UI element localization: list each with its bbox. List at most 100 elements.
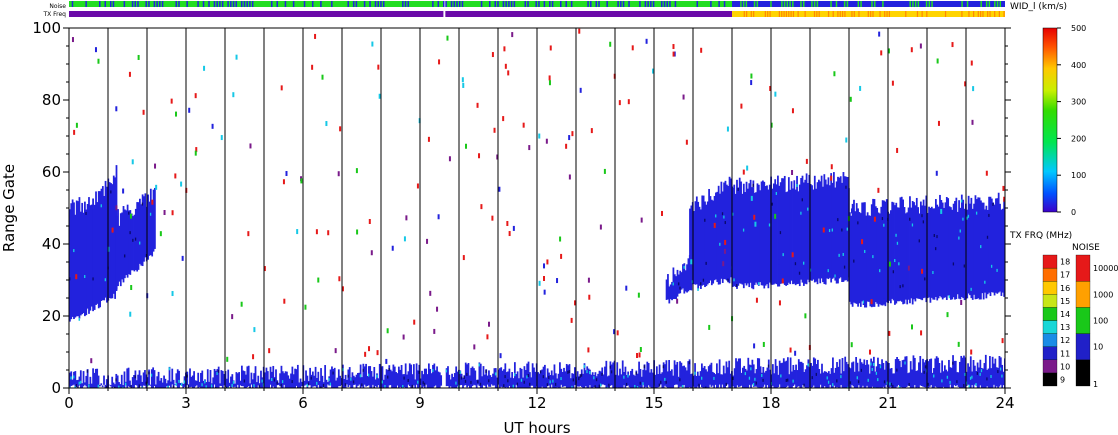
scatter-column: [964, 357, 967, 388]
scatter-column: [939, 372, 942, 388]
scatter-column: [373, 366, 376, 388]
noise-colorbar-tick-label: 10000: [1093, 264, 1118, 273]
scatter-column: [408, 363, 411, 387]
scatter-speckle: [798, 271, 801, 275]
noise-strip-speckle: [560, 1, 562, 7]
scatter-column: [673, 360, 676, 386]
scatter-column: [90, 383, 93, 388]
scatter-column: [423, 368, 426, 388]
scatter-column: [976, 362, 979, 388]
txfreq-colorbar-swatch: [1042, 267, 1058, 282]
scatter-column: [93, 204, 96, 310]
noise-strip-speckle: [543, 1, 546, 7]
scatter-column: [473, 368, 475, 385]
txfreq-colorbar-swatch: [1042, 346, 1058, 360]
scatter-speckle: [215, 386, 217, 388]
scatter-column: [958, 200, 960, 299]
scatter-speckle: [903, 388, 905, 391]
scatter-column: [269, 366, 272, 385]
scatter-point: [791, 252, 794, 258]
scatter-point: [499, 353, 502, 359]
scatter-column: [96, 368, 99, 388]
scatter-speckle: [809, 268, 812, 272]
tx-freq-strip-label: TX Freq: [42, 11, 66, 18]
scatter-point: [726, 126, 729, 132]
noise-colorbar-swatch: [1075, 281, 1091, 308]
scatter-column: [893, 373, 896, 388]
scatter-point: [568, 174, 571, 180]
scatter-column: [774, 179, 777, 284]
scatter-point: [71, 37, 74, 43]
scatter-speckle: [896, 241, 899, 245]
noise-strip-speckle: [235, 1, 238, 7]
scatter-speckle: [132, 238, 134, 242]
scatter-column: [895, 202, 898, 304]
scatter-speckle: [580, 373, 583, 377]
scatter-column: [322, 382, 325, 385]
scatter-point: [385, 358, 388, 364]
scatter-column: [453, 373, 456, 388]
scatter-column: [766, 367, 769, 386]
scatter-column: [943, 207, 945, 298]
txfreq-colorbar-swatch: [1042, 294, 1058, 308]
scatter-column: [916, 370, 919, 388]
scatter-column: [998, 356, 1001, 387]
scatter-point: [682, 94, 685, 100]
scatter-column: [681, 366, 684, 388]
scatter-column: [298, 382, 301, 388]
scatter-column: [756, 183, 759, 285]
scatter-speckle: [1001, 374, 1003, 378]
scatter-speckle: [705, 261, 707, 265]
scatter-point: [356, 229, 359, 235]
noise-strip-speckle: [402, 1, 404, 7]
scatter-speckle: [857, 221, 859, 225]
scatter-column: [608, 375, 610, 388]
scatter-column: [812, 357, 815, 386]
scatter-column: [123, 371, 126, 388]
scatter-column: [946, 371, 949, 388]
scatter-column: [696, 371, 699, 387]
scatter-column: [75, 200, 78, 317]
scatter-point: [850, 208, 853, 214]
scatter-speckle: [402, 385, 404, 388]
scatter-column: [234, 383, 236, 387]
scatter-column: [189, 368, 191, 388]
scatter-column: [156, 376, 159, 388]
scatter-point: [142, 109, 145, 115]
scatter-column: [818, 368, 821, 388]
scatter-speckle: [915, 389, 917, 392]
scatter-column: [707, 366, 710, 388]
scatter-column: [834, 187, 837, 281]
scatter-column: [565, 363, 568, 388]
scatter-speckle: [837, 218, 839, 222]
scatter-column: [251, 379, 254, 388]
scatter-column: [864, 364, 867, 388]
scatter-column: [651, 372, 654, 388]
scatter-speckle: [671, 389, 673, 392]
scatter-column: [242, 370, 245, 387]
scatter-column: [869, 215, 872, 307]
scatter-column: [321, 375, 324, 388]
scatter-point: [859, 85, 862, 91]
scatter-speckle: [567, 370, 569, 374]
scatter-column: [318, 380, 321, 388]
scatter-speckle: [329, 382, 332, 386]
scatter-column: [984, 354, 987, 388]
scatter-column: [687, 258, 690, 292]
scatter-speckle: [744, 372, 747, 376]
scatter-column: [797, 191, 800, 284]
scatter-column: [167, 380, 170, 388]
scatter-column: [817, 359, 819, 388]
scatter-speckle: [74, 386, 76, 388]
scatter-column: [190, 376, 193, 387]
scatter-point: [920, 330, 923, 336]
scatter-column: [81, 202, 84, 315]
scatter-column: [531, 363, 534, 386]
scatter-speckle: [548, 375, 550, 379]
scatter-column: [837, 176, 839, 284]
scatter-column: [908, 372, 911, 385]
scatter-column: [348, 367, 351, 386]
noise-colorbar-swatch: [1075, 254, 1091, 282]
scatter-point: [590, 128, 593, 134]
scatter-speckle: [752, 382, 755, 386]
